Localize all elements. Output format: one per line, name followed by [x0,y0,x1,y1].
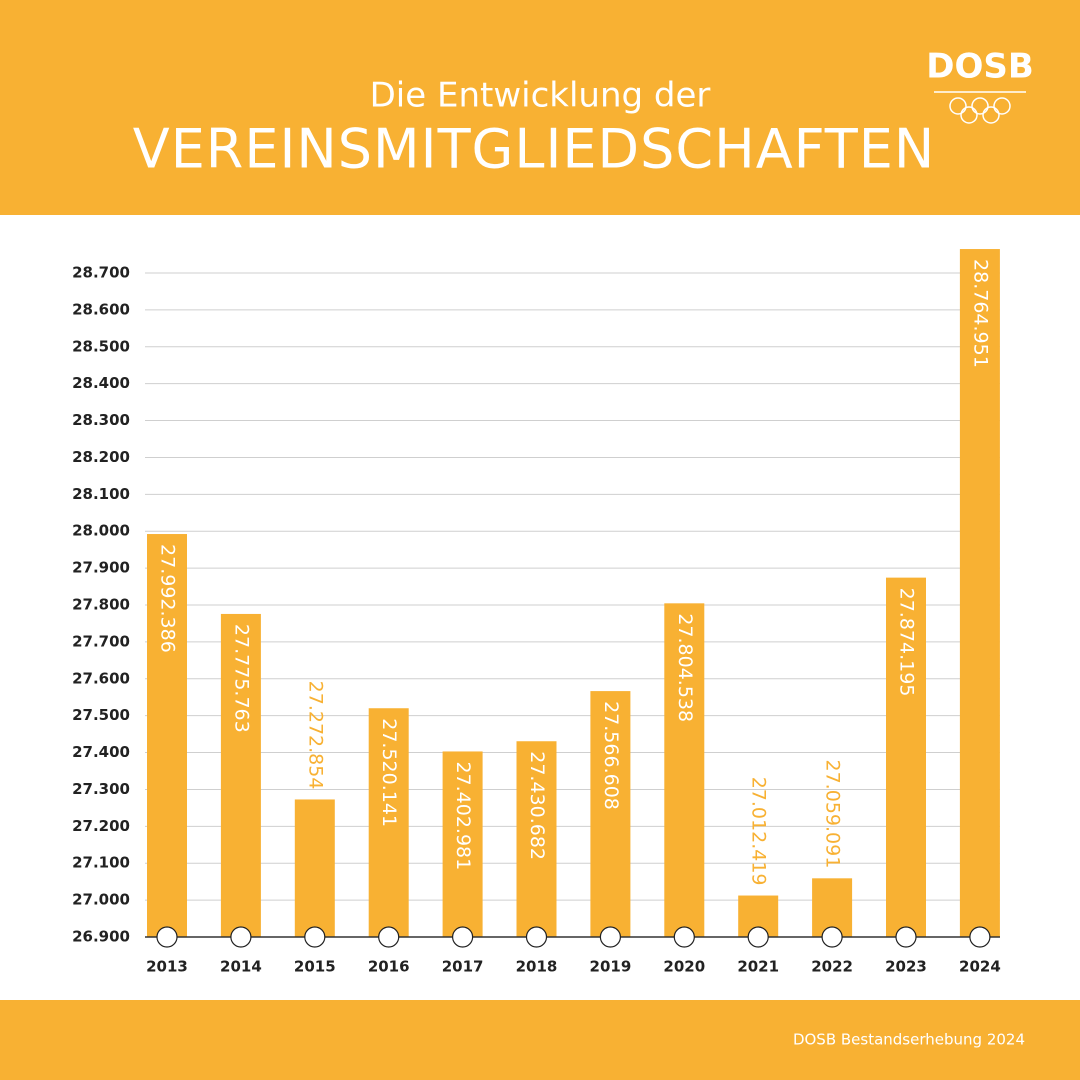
value-label: 27.874.195 [896,588,918,697]
y-tick-label: 27.500 [72,706,130,724]
x-tick-label: 2024 [959,958,1001,976]
y-tick-label: 27.900 [72,559,130,577]
value-label: 27.775.763 [230,624,252,733]
axis-marker [969,926,991,948]
logo-text: DOSB [926,47,1034,87]
value-label: 27.430.682 [526,751,548,860]
header-band [0,0,1080,215]
y-tick-label: 26.900 [72,928,130,946]
y-tick-label: 28.200 [72,448,130,466]
y-tick-label: 27.200 [72,817,130,835]
bar [220,613,261,937]
footer-band [0,1000,1080,1080]
logo-rings [949,97,1011,124]
value-label: 27.272.854 [304,681,326,790]
y-tick-label: 27.800 [72,596,130,614]
y-tick-label: 28.000 [72,522,130,540]
axis-marker [452,926,474,948]
source-note: DOSB Bestandserhebung 2024 [793,1031,1025,1049]
y-tick-label: 28.500 [72,337,130,355]
value-label: 27.520.141 [378,718,400,827]
value-label: 27.402.981 [452,761,474,870]
x-tick-label: 2022 [811,958,853,976]
y-tick-label: 28.300 [72,411,130,429]
axis-marker [895,926,917,948]
value-label: 28.764.951 [969,259,991,368]
y-tick-label: 28.100 [72,485,130,503]
y-tick-label: 27.600 [72,669,130,687]
y-tick-label: 27.400 [72,743,130,761]
x-tick-label: 2023 [885,958,927,976]
axis-marker [821,926,843,948]
bar [516,741,557,937]
y-tick-label: 27.100 [72,854,130,872]
y-tick-label: 27.000 [72,891,130,909]
bar [664,603,705,937]
x-tick-label: 2017 [442,958,484,976]
chart-subtitle: VEREINSMITGLIEDSCHAFTEN [133,118,936,181]
x-tick-label: 2020 [663,958,705,976]
value-label: 27.804.538 [674,613,696,722]
x-tick-label: 2018 [516,958,558,976]
bar [590,691,631,937]
axis-marker [230,926,252,948]
bar [147,534,187,937]
value-label: 27.059.091 [822,760,844,869]
x-tick-label: 2019 [590,958,632,976]
axis-marker [525,926,548,948]
axis-marker [156,926,178,948]
bar [959,249,1000,938]
value-label: 27.566.608 [600,701,622,810]
axis-marker [673,926,695,948]
x-tick-label: 2021 [737,958,779,976]
x-tick-label: 2014 [220,958,262,976]
x-tick-label: 2013 [146,958,188,976]
bar [368,708,409,937]
y-tick-label: 28.600 [72,300,130,318]
value-label: 27.012.419 [748,777,770,886]
x-tick-label: 2015 [294,958,336,976]
axis-marker [378,926,400,948]
x-tick-label: 2016 [368,958,410,976]
bar [442,751,483,937]
value-label: 27.992.386 [157,544,179,653]
y-tick-label: 28.700 [72,264,130,282]
bar [886,577,926,937]
axis-marker [599,926,622,948]
axis-marker [304,926,326,948]
y-tick-label: 27.300 [72,780,130,798]
bar [294,799,335,937]
chart-title: Die Entwicklung der [370,76,711,116]
y-tick-label: 27.700 [72,632,130,650]
axis-marker [747,926,769,948]
y-tick-label: 28.400 [72,374,130,392]
